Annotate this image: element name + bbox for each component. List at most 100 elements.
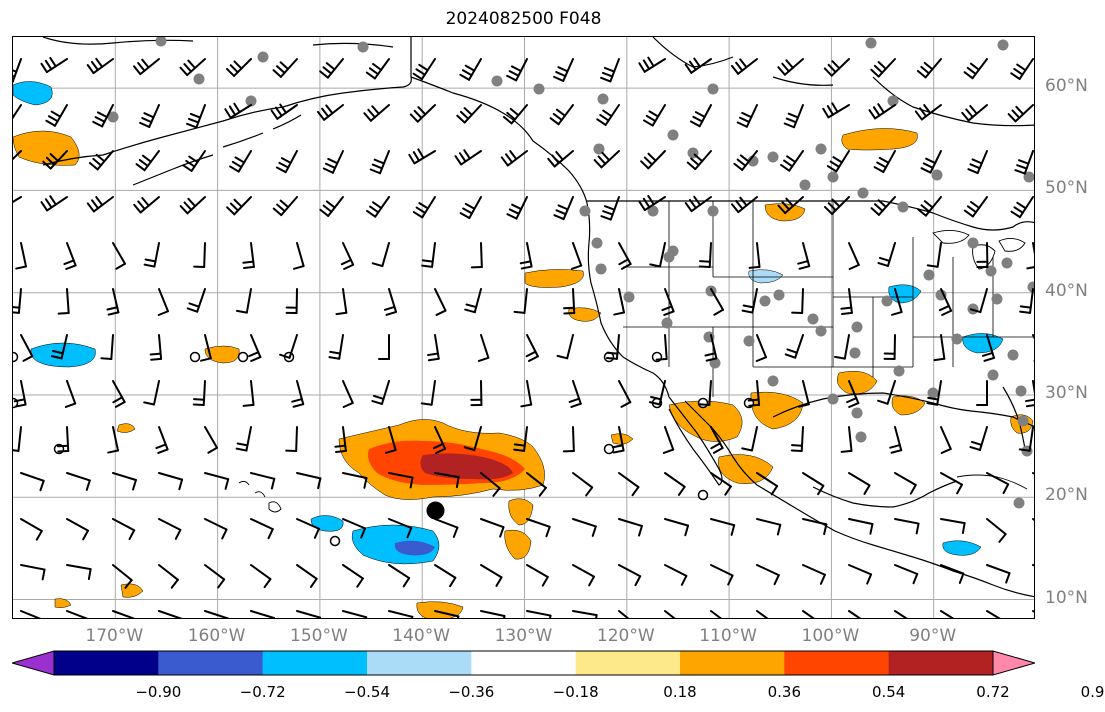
calm-wind-marker <box>13 351 19 363</box>
wind-barb <box>293 242 305 270</box>
wind-barb <box>1025 380 1034 408</box>
lon-tick-label: 90°W <box>909 626 957 646</box>
negative-area <box>962 333 1004 354</box>
wind-barb <box>139 104 160 128</box>
station-dot <box>827 171 839 183</box>
wind-barb <box>133 196 160 214</box>
wind-barb <box>434 610 460 618</box>
wind-barb <box>784 334 804 359</box>
station-dot <box>849 347 861 359</box>
wind-barb <box>802 564 826 585</box>
wind-barb <box>976 380 988 406</box>
wind-barb <box>686 150 712 171</box>
wind-barb <box>1018 426 1034 452</box>
wind-barb <box>63 242 77 270</box>
hawaii-islands <box>238 480 282 513</box>
wind-barb <box>748 242 761 269</box>
station-dot <box>851 407 863 419</box>
wind-barb <box>270 103 298 120</box>
station-dot <box>923 269 935 281</box>
wind-barb <box>572 518 597 537</box>
wind-barb <box>112 380 126 408</box>
station-dot <box>743 335 755 347</box>
station-dot <box>991 293 1003 305</box>
wind-barb <box>366 196 390 218</box>
positive-area <box>13 130 80 166</box>
station-dot <box>491 75 503 87</box>
station-dot <box>647 205 659 217</box>
wind-barb <box>938 288 953 316</box>
wind-barb <box>1032 518 1034 522</box>
wind-barb <box>1007 104 1034 123</box>
wind-barb <box>480 472 501 497</box>
station-dot <box>595 263 607 275</box>
wind-barb <box>710 518 736 536</box>
wind-barb <box>13 288 22 314</box>
wind-barb <box>285 288 298 314</box>
wind-barb <box>790 426 804 452</box>
station-dot <box>193 73 205 85</box>
wind-barb <box>848 518 874 535</box>
us-west-coast <box>586 202 670 398</box>
wind-barb <box>421 242 436 268</box>
wind-barb <box>143 242 160 268</box>
wind-barb <box>225 58 252 77</box>
wind-barb <box>618 518 643 537</box>
wind-barb <box>204 564 226 589</box>
positive-area <box>120 583 144 598</box>
lon-tick-label: 160°W <box>187 626 246 646</box>
wind-barb <box>204 518 228 540</box>
station-dot <box>1017 415 1029 427</box>
wind-barb <box>157 288 169 316</box>
wind-barb <box>250 610 275 618</box>
wind-barb <box>618 564 642 587</box>
map-title: 2024082500 F048 <box>445 9 602 29</box>
wind-barb <box>388 472 414 489</box>
wind-barb <box>275 150 298 174</box>
lat-tick-label: 60°N <box>1045 76 1088 97</box>
station-dot <box>579 205 591 217</box>
colorbar-tick-label: 0.72 <box>976 683 1010 701</box>
wind-barb <box>322 150 344 174</box>
wind-barb <box>112 564 133 589</box>
wind-barb <box>112 242 126 270</box>
wind-barb <box>596 104 620 126</box>
wind-barb <box>513 288 528 314</box>
wind-barb <box>434 472 460 489</box>
station-dot <box>931 169 943 181</box>
wind-barb <box>916 58 942 79</box>
wind-barb <box>661 288 675 316</box>
wind-barb <box>13 196 22 203</box>
wind-barb <box>272 58 298 78</box>
wind-barb <box>756 472 779 496</box>
wind-barb <box>112 610 136 618</box>
colorbar-outline <box>53 650 994 676</box>
wind-barb <box>513 426 528 452</box>
wind-barb <box>250 518 274 540</box>
graticule <box>13 37 1034 618</box>
wind-barb <box>1032 472 1034 475</box>
wind-barb <box>50 334 68 360</box>
wind-barb <box>710 564 734 586</box>
station-dot <box>799 179 811 191</box>
wind-barb <box>15 242 27 270</box>
wind-barb <box>611 426 625 454</box>
wind-barb <box>572 564 595 587</box>
lat-tick-label: 20°N <box>1045 485 1088 506</box>
wind-barb <box>388 518 413 539</box>
wind-barb <box>826 150 850 173</box>
station-dot <box>661 317 673 329</box>
station-dot <box>935 289 947 301</box>
wind-barb <box>802 518 828 536</box>
wind-barb <box>684 57 712 74</box>
wind-barb <box>463 426 482 452</box>
colorbar-bin <box>54 651 159 675</box>
wind-barb <box>933 334 946 362</box>
wind-barb <box>13 426 22 452</box>
wind-barb <box>112 518 136 541</box>
wind-barb <box>56 426 70 453</box>
wind-barb <box>894 564 919 585</box>
lat-tick-label: 30°N <box>1045 382 1088 403</box>
lon-tick-label: 140°W <box>392 626 451 646</box>
wind-barb <box>553 196 574 221</box>
